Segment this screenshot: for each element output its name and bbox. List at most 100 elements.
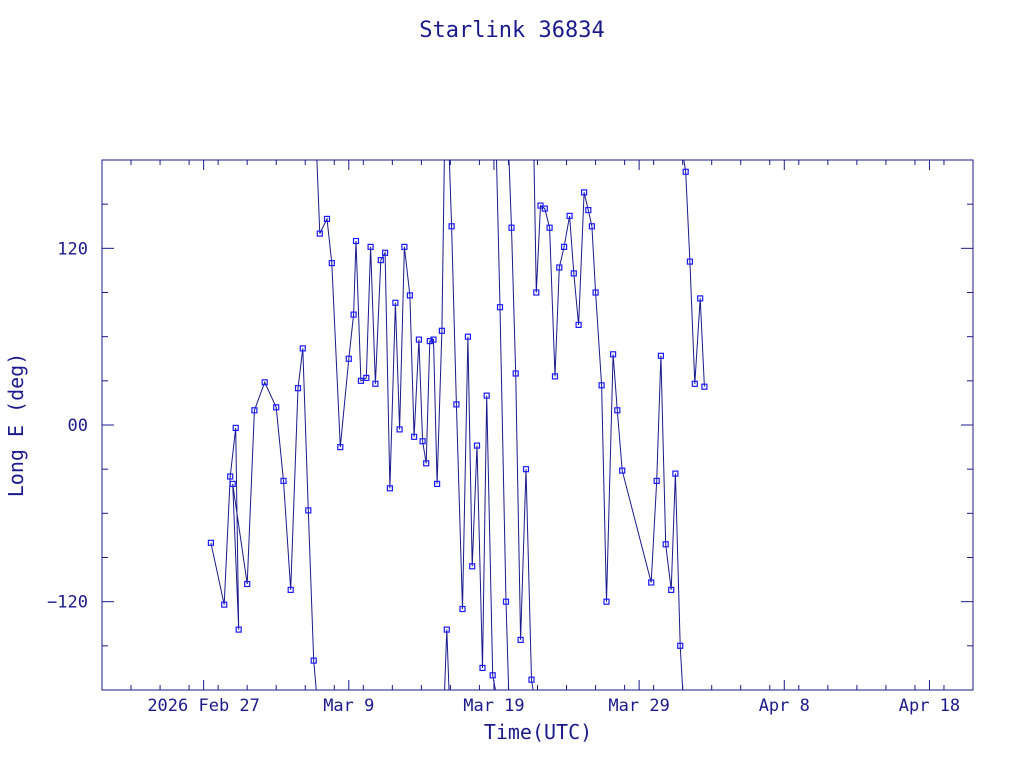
data-point — [560, 243, 568, 250]
data-point — [345, 355, 352, 362]
data-point — [280, 477, 287, 484]
data-point — [464, 333, 471, 340]
data-point — [415, 336, 422, 343]
x-tick-label: Apr 18 — [899, 696, 960, 716]
data-point — [653, 477, 660, 484]
chart-title: Starlink 36834 — [419, 18, 604, 43]
data-point — [512, 370, 519, 377]
data-point — [382, 249, 389, 256]
data-point — [614, 407, 621, 414]
data-point — [546, 224, 553, 231]
data-point — [598, 382, 605, 389]
data-point — [227, 473, 234, 480]
data-point — [657, 352, 665, 359]
data-point — [508, 224, 515, 231]
data-point — [556, 264, 563, 271]
data-point — [392, 299, 399, 306]
data-point — [588, 223, 596, 230]
data-point — [677, 642, 684, 649]
data-point — [294, 385, 302, 392]
x-tick-label: Mar 19 — [463, 696, 524, 716]
data-point — [235, 626, 242, 633]
data-point — [406, 292, 413, 299]
x-axis: 2026 Feb 27 Mar 9 Mar 19 Mar 29 Apr 8 Apr 18 — [130, 160, 960, 716]
data-point — [377, 257, 384, 264]
series-line — [210, 160, 705, 690]
data-point — [323, 215, 331, 222]
data-point — [232, 424, 239, 431]
data-point — [448, 223, 455, 230]
y-tick-label: 120 — [57, 239, 88, 259]
data-point — [483, 392, 490, 399]
data-point — [337, 444, 344, 451]
data-point — [328, 260, 335, 267]
data-point — [261, 379, 268, 386]
data-point — [517, 636, 524, 644]
data-point — [496, 304, 504, 311]
data-point — [305, 507, 312, 514]
data-point — [697, 295, 704, 302]
data-point — [287, 586, 294, 594]
x-axis-title: Time(UTC) — [484, 720, 592, 744]
data-point — [585, 207, 592, 214]
data-point — [453, 401, 460, 408]
plot-area — [207, 160, 708, 690]
data-point — [469, 563, 476, 570]
data-point — [551, 373, 559, 380]
data-point — [299, 345, 306, 352]
data-point — [603, 598, 610, 605]
data-point — [273, 404, 280, 411]
data-point — [251, 407, 258, 414]
data-point — [221, 601, 228, 608]
data-point — [668, 586, 675, 594]
data-point — [244, 580, 251, 588]
data-point — [592, 289, 599, 296]
data-point — [438, 327, 445, 334]
data-point — [502, 598, 510, 605]
data-point — [648, 579, 655, 586]
data-point — [522, 466, 530, 473]
y-tick-label: 00 — [68, 416, 88, 436]
data-point — [566, 212, 573, 219]
data-point — [575, 321, 582, 328]
data-point — [430, 336, 437, 343]
data-point — [672, 470, 679, 477]
data-point — [434, 480, 441, 487]
data-point — [686, 258, 694, 265]
data-point — [372, 380, 379, 387]
y-axis-title: Long E (deg) — [4, 353, 28, 498]
y-axis: −120 00 120 — [47, 203, 973, 647]
data-point — [443, 626, 450, 633]
data-point — [570, 270, 577, 277]
data-point — [386, 485, 393, 492]
data-point — [207, 539, 214, 546]
data-point — [473, 442, 481, 449]
x-tick-label: Apr 8 — [759, 696, 810, 716]
data-point — [619, 467, 626, 474]
data-point — [423, 460, 430, 467]
data-point — [401, 243, 408, 250]
data-point — [411, 433, 418, 440]
data-point — [479, 664, 486, 672]
data-point — [701, 383, 708, 390]
data-point — [419, 438, 426, 445]
data-point — [682, 168, 689, 175]
data-point — [580, 189, 588, 196]
data-point — [541, 205, 548, 212]
y-tick-label: −120 — [47, 593, 88, 613]
data-point — [310, 657, 317, 664]
x-tick-label: Mar 29 — [608, 696, 669, 716]
data-point — [489, 672, 496, 679]
data-point — [350, 311, 357, 318]
data-point — [367, 243, 374, 250]
data-point — [396, 426, 403, 433]
data-point — [533, 289, 540, 296]
data-point — [691, 380, 698, 387]
data-point — [662, 541, 669, 548]
data-point — [352, 237, 360, 245]
data-point — [316, 230, 323, 237]
data-point — [528, 676, 535, 683]
data-point — [426, 338, 433, 345]
data-point — [609, 351, 617, 358]
